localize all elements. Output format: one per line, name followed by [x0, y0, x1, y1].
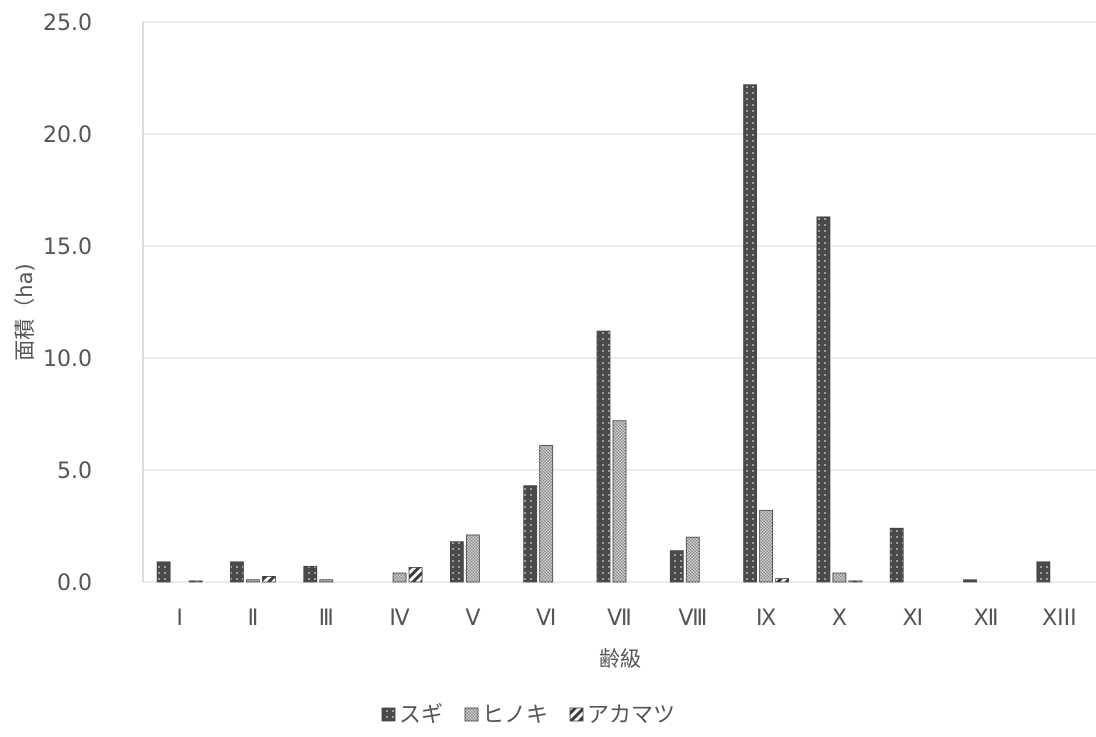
- bar-dots: [230, 561, 244, 583]
- x-tick-label: Ⅹ: [832, 606, 847, 631]
- bar-mesh: [759, 509, 774, 583]
- bar-mesh: [832, 572, 847, 583]
- bar-hatch: [775, 578, 790, 583]
- x-tick-label: Ⅻ: [974, 606, 999, 631]
- bar-dots: [1036, 561, 1051, 583]
- legend-swatch-hatch: [569, 707, 584, 722]
- bar-mesh: [465, 534, 480, 583]
- x-tick-label: Ⅵ: [536, 606, 556, 631]
- legend-label: スギ: [399, 703, 443, 728]
- bar-dots: [669, 550, 684, 583]
- bar-dots: [889, 527, 904, 583]
- bars: [156, 84, 1051, 583]
- y-tick-label: 25.0: [43, 11, 92, 36]
- bar-dots: [816, 216, 831, 583]
- x-axis-title: 齢級: [599, 647, 641, 671]
- x-tick-label: Ⅺ: [902, 606, 923, 631]
- bar-dots: [156, 561, 171, 583]
- legend-label: アカマツ: [587, 703, 675, 728]
- bar-hatch: [262, 576, 276, 583]
- x-tick-label: Ⅸ: [756, 606, 776, 631]
- legend-swatch-mesh: [464, 707, 479, 722]
- x-tick-label: Ⅶ: [607, 606, 632, 631]
- legend: スギ ヒノキ アカマツ: [381, 703, 675, 728]
- legend-label: ヒノキ: [482, 703, 548, 728]
- x-tick-label: Ⅴ: [465, 606, 480, 631]
- x-tick-label: Ⅳ: [389, 606, 410, 631]
- bar-hatch: [188, 580, 203, 583]
- y-tick-label: 5.0: [57, 459, 92, 484]
- x-tick-label: Ⅱ: [248, 606, 259, 631]
- y-tick-label: 10.0: [43, 347, 92, 372]
- x-tick-labels: Ⅰ Ⅱ Ⅲ Ⅳ Ⅴ Ⅵ Ⅶ Ⅷ Ⅸ Ⅹ Ⅺ Ⅻ XIII: [176, 606, 1076, 631]
- y-tick-labels: 0.0 5.0 10.0 15.0 20.0 25.0: [43, 11, 92, 596]
- legend-swatch-dots: [381, 707, 396, 722]
- bar-mesh: [246, 579, 260, 583]
- x-tick-label: Ⅰ: [176, 606, 183, 631]
- bar-dots: [523, 485, 538, 583]
- bar-mesh: [685, 536, 700, 583]
- bar-dots: [743, 84, 758, 583]
- bar-dots: [963, 579, 977, 583]
- bar-hatch: [408, 567, 423, 583]
- gridlines: [143, 21, 1096, 583]
- bar-mesh: [612, 420, 627, 583]
- x-tick-label: Ⅲ: [319, 606, 334, 631]
- bar-mesh: [392, 572, 407, 583]
- bar-hatch: [848, 580, 863, 583]
- bar-mesh: [539, 444, 554, 583]
- bar-dots: [596, 330, 611, 583]
- bar-dots: [303, 565, 318, 583]
- x-tick-label: XIII: [1042, 606, 1077, 631]
- bar-dots: [449, 541, 464, 583]
- bar-mesh: [319, 579, 334, 583]
- y-axis-title: 面積（ha): [13, 263, 37, 360]
- x-tick-label: Ⅷ: [678, 606, 707, 631]
- y-tick-label: 20.0: [43, 123, 92, 148]
- y-tick-label: 15.0: [43, 235, 92, 260]
- y-tick-label: 0.0: [57, 571, 92, 596]
